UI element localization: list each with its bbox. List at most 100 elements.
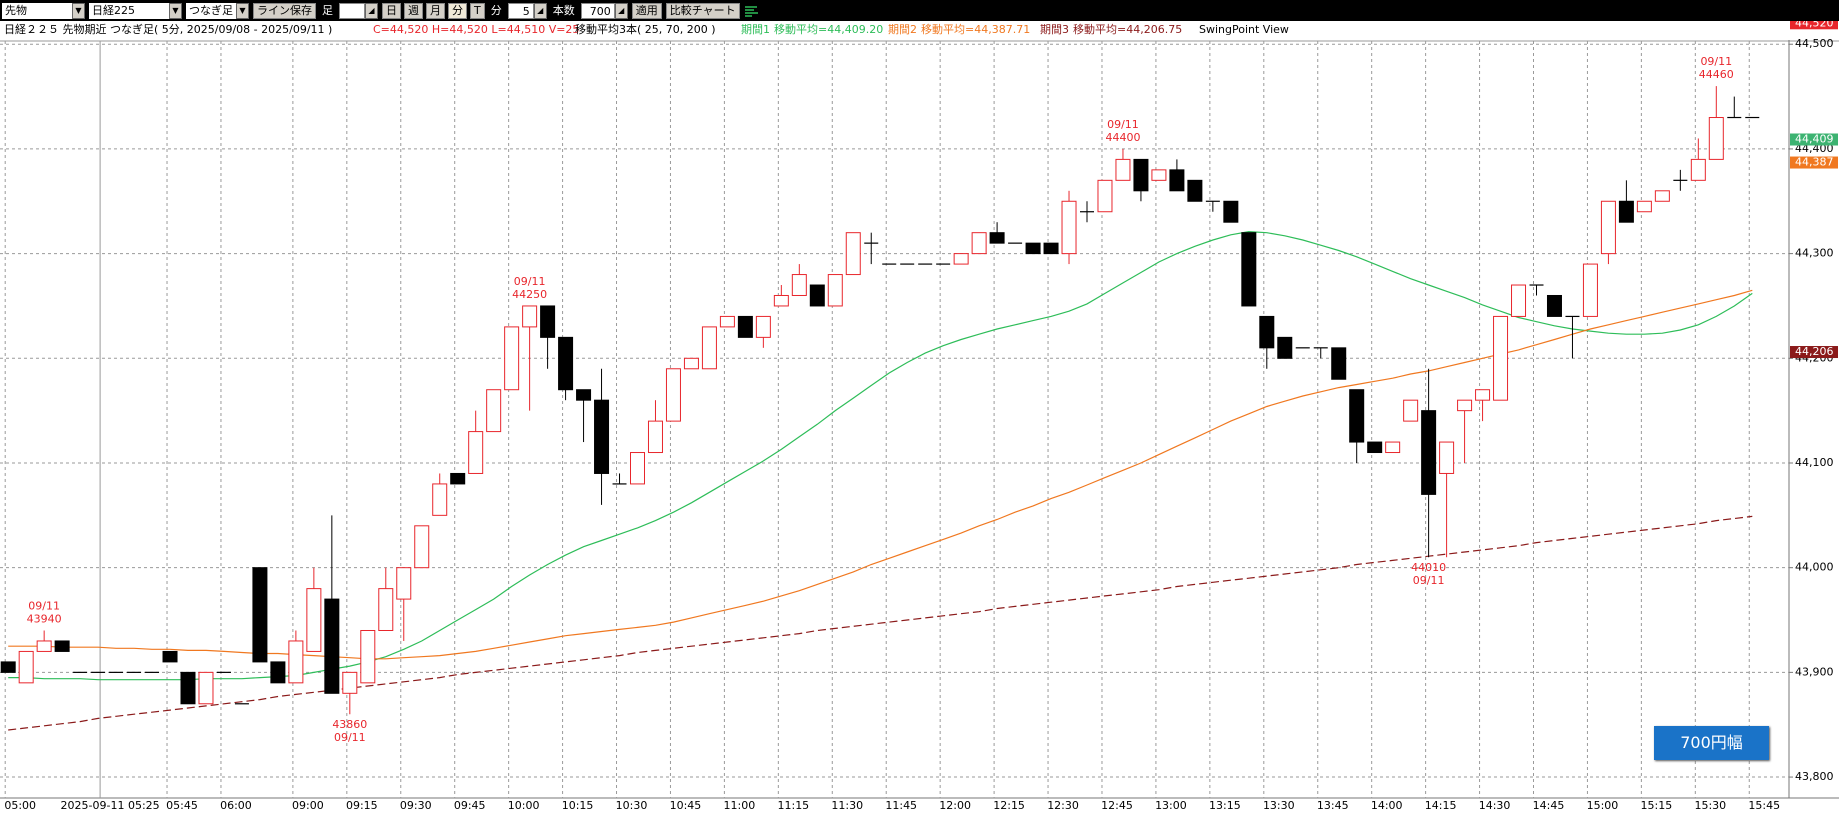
- candle-body: [306, 588, 322, 652]
- count-input[interactable]: 700 ◢: [580, 2, 628, 19]
- period-button[interactable]: 分: [448, 2, 467, 19]
- y-tick-label: 44,300: [1795, 247, 1834, 260]
- candle-body: [647, 420, 663, 454]
- y-tick-label: 43,900: [1795, 665, 1834, 678]
- candle-body: [270, 661, 286, 684]
- candle-body: [1349, 389, 1365, 443]
- x-tick-label: 10:15: [562, 799, 594, 812]
- x-tick-label: 09:15: [346, 799, 378, 812]
- price-marker-label: 44,387: [1795, 156, 1834, 169]
- candle-body: [953, 253, 969, 265]
- indicator-icon[interactable]: [744, 4, 760, 18]
- x-tick-label: 13:45: [1317, 799, 1349, 812]
- ashi-input[interactable]: ◢: [339, 2, 378, 19]
- swing-date: 09/11: [28, 599, 60, 612]
- candle-body: [1439, 441, 1455, 474]
- x-tick-label: 15:45: [1748, 799, 1780, 812]
- x-tick-label: 12:00: [939, 799, 971, 812]
- x-tick-label: 15:15: [1641, 799, 1673, 812]
- candle-body: [414, 525, 430, 569]
- candle-body: [989, 232, 1005, 244]
- price-marker-label: 44,206: [1795, 345, 1834, 358]
- x-tick-label: 13:00: [1155, 799, 1187, 812]
- candle-body: [1133, 158, 1149, 192]
- period-button[interactable]: T: [470, 2, 485, 19]
- candle-body: [1690, 158, 1706, 181]
- unit-label: 分: [490, 3, 502, 17]
- legend-name: 期間2: [888, 23, 917, 36]
- candle-body: [288, 640, 304, 684]
- candle-body: [809, 284, 825, 307]
- candle-body: [827, 274, 843, 307]
- chart-title: 日経２２５ 先物期近 つなぎ足( 5分, 2025/09/08 - 2025/0…: [4, 22, 332, 36]
- period-button[interactable]: 月: [426, 2, 445, 19]
- bar-type-select[interactable]: つなぎ足 ▼: [186, 2, 249, 19]
- candle-body: [1385, 441, 1401, 454]
- ashi-label: 足: [322, 3, 333, 17]
- market-select[interactable]: 先物 ▼: [2, 2, 85, 19]
- x-tick-label: 14:45: [1533, 799, 1565, 812]
- legend-value: 移動平均=44,387.71: [921, 22, 1030, 36]
- candle-body: [1115, 158, 1131, 181]
- candle-body: [1259, 315, 1275, 349]
- legend-entry: 期間3 移動平均=44,206.75: [1040, 22, 1182, 36]
- x-tick-label: 10:45: [670, 799, 702, 812]
- candle-body: [396, 567, 412, 600]
- candle-body: [845, 232, 861, 276]
- x-tick-label: 10:30: [616, 799, 648, 812]
- range-label: 700円幅: [1654, 726, 1769, 760]
- candle-body: [180, 671, 196, 705]
- candle-body: [342, 671, 358, 694]
- ma-text: 移動平均3本( 25, 70, 200 ): [575, 22, 716, 36]
- legend-value: 移動平均=44,206.75: [1073, 22, 1182, 36]
- swing-value: 43860: [332, 718, 367, 731]
- candle-body: [1187, 179, 1203, 202]
- candle-body: [1169, 169, 1185, 192]
- candle-body: [1546, 294, 1562, 317]
- x-tick-label: 11:45: [885, 799, 917, 812]
- candle-body: [1475, 389, 1491, 401]
- period-button[interactable]: 日: [382, 2, 401, 19]
- candle-body: [0, 661, 16, 673]
- swing-value: 44460: [1699, 68, 1734, 81]
- legend-name: 期間1: [741, 23, 770, 36]
- swing-value: 43940: [27, 612, 62, 625]
- candle-body: [486, 389, 502, 433]
- plot-area: [0, 40, 1789, 798]
- price-marker: [1790, 133, 1838, 146]
- price-marker: [1790, 346, 1838, 359]
- interval-input[interactable]: 5 ◢: [507, 2, 547, 19]
- save-line-button[interactable]: ライン保存: [253, 2, 316, 19]
- candle-body: [1241, 232, 1257, 307]
- x-tick-label: 10:00: [508, 799, 540, 812]
- x-tick-label: 15:00: [1587, 799, 1619, 812]
- candle-body: [630, 452, 645, 485]
- price-marker-label: 44,409: [1795, 133, 1834, 146]
- dropdown-arrow: ▼: [72, 2, 85, 19]
- spinner: ◢: [365, 2, 378, 19]
- interval: 5: [507, 2, 534, 19]
- candle-body: [1331, 347, 1347, 380]
- x-tick-label: 05:45: [166, 799, 198, 812]
- y-tick-label: 44,000: [1795, 561, 1834, 574]
- candle-body: [1421, 410, 1437, 495]
- candle-body: [522, 305, 538, 328]
- candle-body: [1223, 200, 1239, 223]
- bar-type: つなぎ足: [186, 2, 236, 19]
- candle-body: [432, 483, 448, 516]
- compare-button[interactable]: 比較チャート: [665, 2, 740, 19]
- y-tick-label: 44,100: [1795, 456, 1834, 469]
- x-tick-label: 15:30: [1694, 799, 1726, 812]
- apply-button[interactable]: 適用: [631, 2, 662, 19]
- x-tick-label: 14:00: [1371, 799, 1403, 812]
- candle-body: [737, 315, 753, 338]
- candle-body: [683, 357, 699, 370]
- symbol-select[interactable]: 日経225 ▼: [89, 2, 182, 19]
- swing-date: 09/11: [1413, 574, 1445, 587]
- candle-body: [719, 315, 735, 328]
- x-tick-label: 12:30: [1047, 799, 1079, 812]
- period-button[interactable]: 週: [404, 2, 423, 19]
- input-box: [339, 2, 365, 19]
